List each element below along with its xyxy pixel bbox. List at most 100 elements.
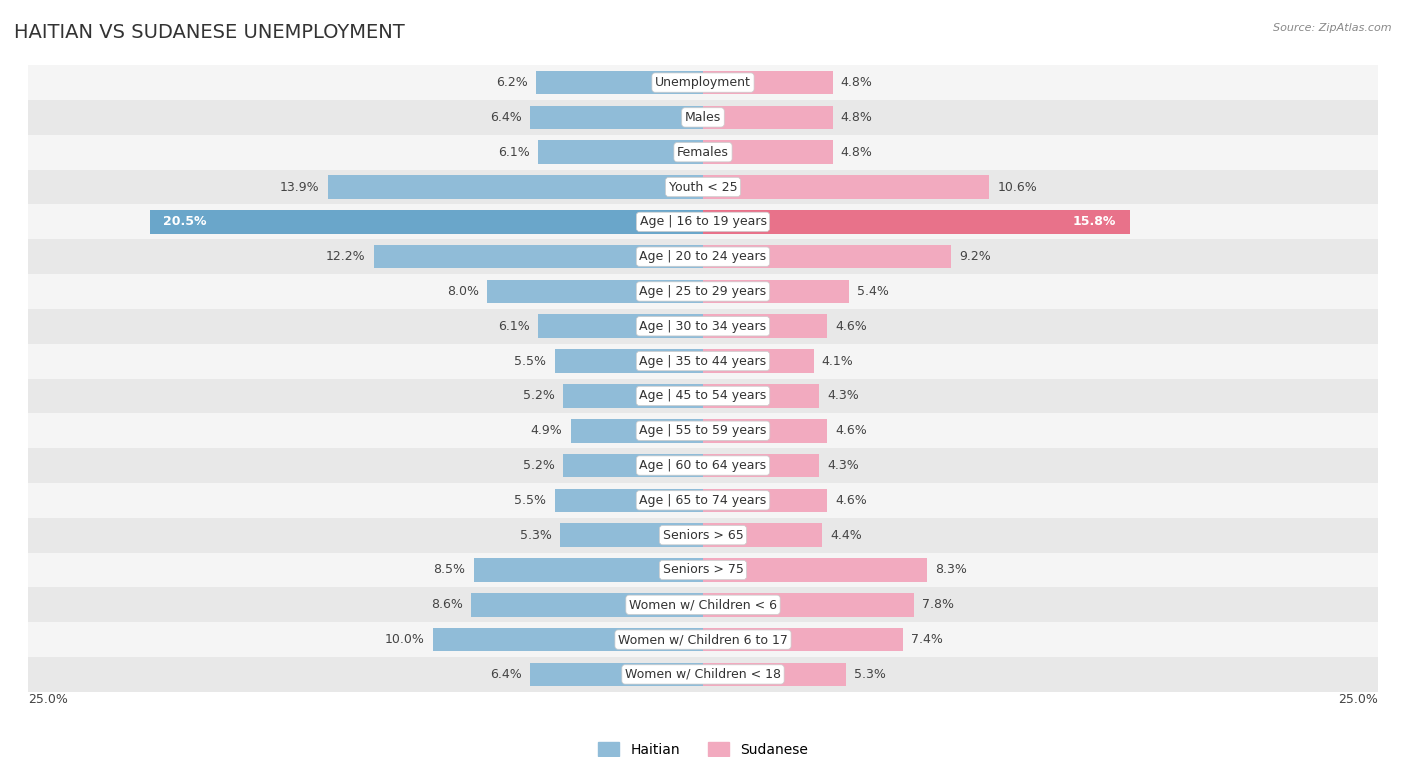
Bar bbox=[703, 453, 820, 478]
Bar bbox=[530, 105, 703, 129]
Text: 10.0%: 10.0% bbox=[385, 633, 425, 646]
Text: Seniors > 75: Seniors > 75 bbox=[662, 563, 744, 577]
Bar bbox=[538, 314, 703, 338]
Text: 8.6%: 8.6% bbox=[430, 598, 463, 612]
Text: 9.2%: 9.2% bbox=[959, 250, 991, 263]
Bar bbox=[28, 204, 1378, 239]
Bar bbox=[28, 344, 1378, 378]
Text: Women w/ Children < 6: Women w/ Children < 6 bbox=[628, 598, 778, 612]
Text: 4.8%: 4.8% bbox=[841, 145, 873, 159]
Bar bbox=[433, 628, 703, 652]
Bar bbox=[562, 453, 703, 478]
Bar bbox=[28, 100, 1378, 135]
Bar bbox=[703, 210, 1129, 234]
Text: 6.1%: 6.1% bbox=[499, 319, 530, 333]
Bar bbox=[28, 657, 1378, 692]
Bar bbox=[471, 593, 703, 617]
Bar bbox=[554, 349, 703, 373]
Text: Unemployment: Unemployment bbox=[655, 76, 751, 89]
Text: 5.2%: 5.2% bbox=[523, 389, 554, 403]
Bar bbox=[149, 210, 703, 234]
Text: 5.5%: 5.5% bbox=[515, 354, 547, 368]
Bar bbox=[28, 587, 1378, 622]
Bar bbox=[560, 523, 703, 547]
Text: 5.4%: 5.4% bbox=[856, 285, 889, 298]
Text: Age | 55 to 59 years: Age | 55 to 59 years bbox=[640, 424, 766, 438]
Text: Source: ZipAtlas.com: Source: ZipAtlas.com bbox=[1274, 23, 1392, 33]
Text: Seniors > 65: Seniors > 65 bbox=[662, 528, 744, 542]
Text: 8.3%: 8.3% bbox=[935, 563, 967, 577]
Text: 5.2%: 5.2% bbox=[523, 459, 554, 472]
Bar bbox=[28, 309, 1378, 344]
Text: Women w/ Children 6 to 17: Women w/ Children 6 to 17 bbox=[619, 633, 787, 646]
Bar bbox=[703, 140, 832, 164]
Text: 25.0%: 25.0% bbox=[1339, 693, 1378, 706]
Bar bbox=[28, 518, 1378, 553]
Bar bbox=[703, 70, 832, 95]
Text: 20.5%: 20.5% bbox=[163, 215, 207, 229]
Text: Age | 30 to 34 years: Age | 30 to 34 years bbox=[640, 319, 766, 333]
Bar bbox=[536, 70, 703, 95]
Bar bbox=[374, 245, 703, 269]
Bar bbox=[538, 140, 703, 164]
Text: 6.4%: 6.4% bbox=[491, 111, 522, 124]
Text: Youth < 25: Youth < 25 bbox=[669, 180, 737, 194]
Bar bbox=[703, 593, 914, 617]
Text: Males: Males bbox=[685, 111, 721, 124]
Text: 6.4%: 6.4% bbox=[491, 668, 522, 681]
Text: Age | 65 to 74 years: Age | 65 to 74 years bbox=[640, 494, 766, 507]
Text: 5.3%: 5.3% bbox=[520, 528, 551, 542]
Bar bbox=[530, 662, 703, 687]
Bar bbox=[28, 239, 1378, 274]
Bar bbox=[571, 419, 703, 443]
Text: 8.5%: 8.5% bbox=[433, 563, 465, 577]
Bar bbox=[328, 175, 703, 199]
Bar bbox=[703, 314, 827, 338]
Bar bbox=[703, 384, 820, 408]
Bar bbox=[28, 378, 1378, 413]
Text: HAITIAN VS SUDANESE UNEMPLOYMENT: HAITIAN VS SUDANESE UNEMPLOYMENT bbox=[14, 23, 405, 42]
Bar bbox=[28, 413, 1378, 448]
Text: 4.3%: 4.3% bbox=[827, 459, 859, 472]
Text: 6.2%: 6.2% bbox=[496, 76, 527, 89]
Text: 5.3%: 5.3% bbox=[855, 668, 886, 681]
Text: Age | 20 to 24 years: Age | 20 to 24 years bbox=[640, 250, 766, 263]
Bar bbox=[703, 105, 832, 129]
Text: 4.6%: 4.6% bbox=[835, 319, 868, 333]
Bar bbox=[28, 483, 1378, 518]
Bar bbox=[703, 279, 849, 304]
Bar bbox=[28, 553, 1378, 587]
Text: 4.1%: 4.1% bbox=[821, 354, 853, 368]
Bar bbox=[28, 135, 1378, 170]
Bar bbox=[703, 419, 827, 443]
Bar bbox=[562, 384, 703, 408]
Text: 8.0%: 8.0% bbox=[447, 285, 479, 298]
Bar bbox=[28, 170, 1378, 204]
Text: 4.3%: 4.3% bbox=[827, 389, 859, 403]
Text: 4.4%: 4.4% bbox=[830, 528, 862, 542]
Text: 13.9%: 13.9% bbox=[280, 180, 319, 194]
Legend: Haitian, Sudanese: Haitian, Sudanese bbox=[593, 737, 813, 757]
Text: 25.0%: 25.0% bbox=[28, 693, 67, 706]
Text: Age | 60 to 64 years: Age | 60 to 64 years bbox=[640, 459, 766, 472]
Text: 12.2%: 12.2% bbox=[326, 250, 366, 263]
Text: 4.6%: 4.6% bbox=[835, 424, 868, 438]
Text: 4.8%: 4.8% bbox=[841, 76, 873, 89]
Bar bbox=[703, 245, 952, 269]
Text: 4.6%: 4.6% bbox=[835, 494, 868, 507]
Text: 4.8%: 4.8% bbox=[841, 111, 873, 124]
Bar bbox=[703, 558, 927, 582]
Text: Age | 35 to 44 years: Age | 35 to 44 years bbox=[640, 354, 766, 368]
Bar bbox=[703, 349, 814, 373]
Bar bbox=[28, 274, 1378, 309]
Bar bbox=[28, 448, 1378, 483]
Text: 6.1%: 6.1% bbox=[499, 145, 530, 159]
Bar bbox=[28, 622, 1378, 657]
Bar bbox=[554, 488, 703, 512]
Bar bbox=[703, 175, 990, 199]
Text: 10.6%: 10.6% bbox=[997, 180, 1038, 194]
Bar bbox=[486, 279, 703, 304]
Text: 5.5%: 5.5% bbox=[515, 494, 547, 507]
Text: 15.8%: 15.8% bbox=[1073, 215, 1116, 229]
Bar bbox=[703, 628, 903, 652]
